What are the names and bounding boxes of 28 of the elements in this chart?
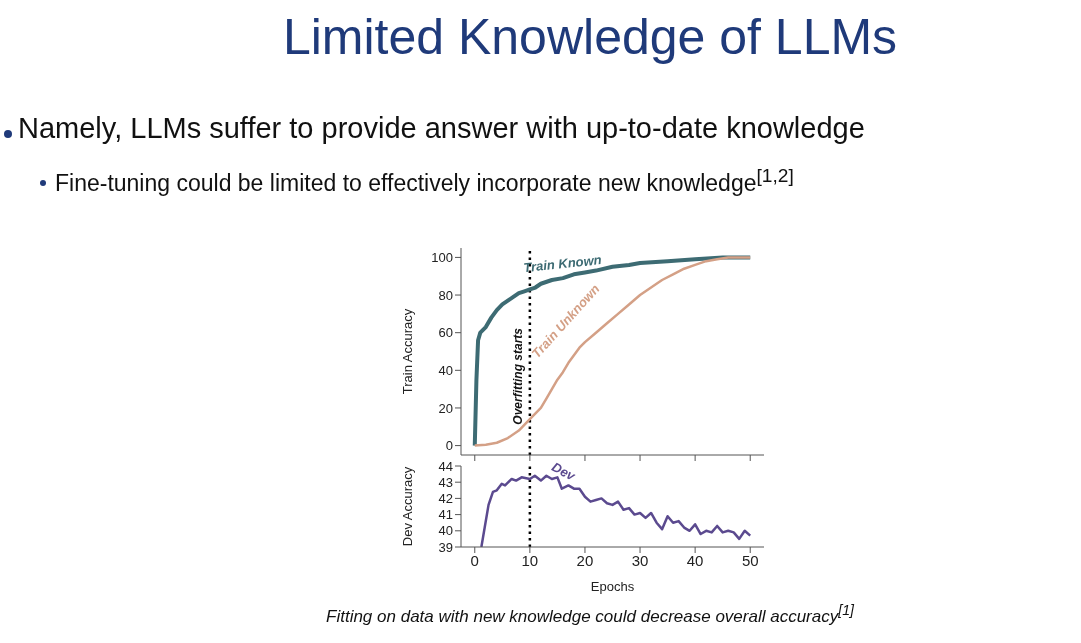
y-tick-label: 41 — [438, 507, 453, 523]
y-tick-label: 44 — [438, 458, 453, 474]
x-tick-label: 20 — [576, 551, 594, 569]
y-axis-title: Dev Accuracy — [399, 466, 415, 547]
x-tick-label: 10 — [521, 551, 539, 569]
text: Fitting on data with new knowledge could decrease overall accuracy$^{[1]}$ — [325, 602, 855, 627]
y-tick-label: 100 — [431, 250, 453, 266]
x-axis-title: Epochs — [590, 579, 635, 594]
y-tick-label: 43 — [438, 474, 453, 490]
text: Namely, LLMs suffer to provide answer with up-to-date knowledge — [18, 112, 865, 145]
chart-title: Limited Knowledge of LLMs — [281, 8, 899, 66]
y-tick-label: 42 — [438, 491, 453, 507]
text: Dev — [549, 459, 579, 484]
y-tick-label: 60 — [438, 325, 453, 341]
y-tick-label: 40 — [438, 362, 453, 378]
text: Train Known — [522, 252, 603, 276]
ref-line-label: Overfitting starts — [510, 327, 525, 425]
x-tick-label: 40 — [686, 551, 704, 569]
y-tick-label: 20 — [438, 400, 453, 416]
x-tick-label: 30 — [631, 551, 649, 569]
y-tick-label: 0 — [445, 438, 453, 454]
y-tick-label: 80 — [438, 287, 453, 303]
y-tick-label: 39 — [438, 539, 453, 555]
x-tick-label: 50 — [741, 551, 759, 569]
y-tick-label: 40 — [438, 523, 453, 539]
text: Fine-tuning could be limited to effectively incorporate new knowledge$^{[1,2]}$ — [55, 165, 794, 197]
y-axis-title: Train Accuracy — [399, 308, 415, 395]
x-tick-label: 0 — [470, 551, 479, 569]
